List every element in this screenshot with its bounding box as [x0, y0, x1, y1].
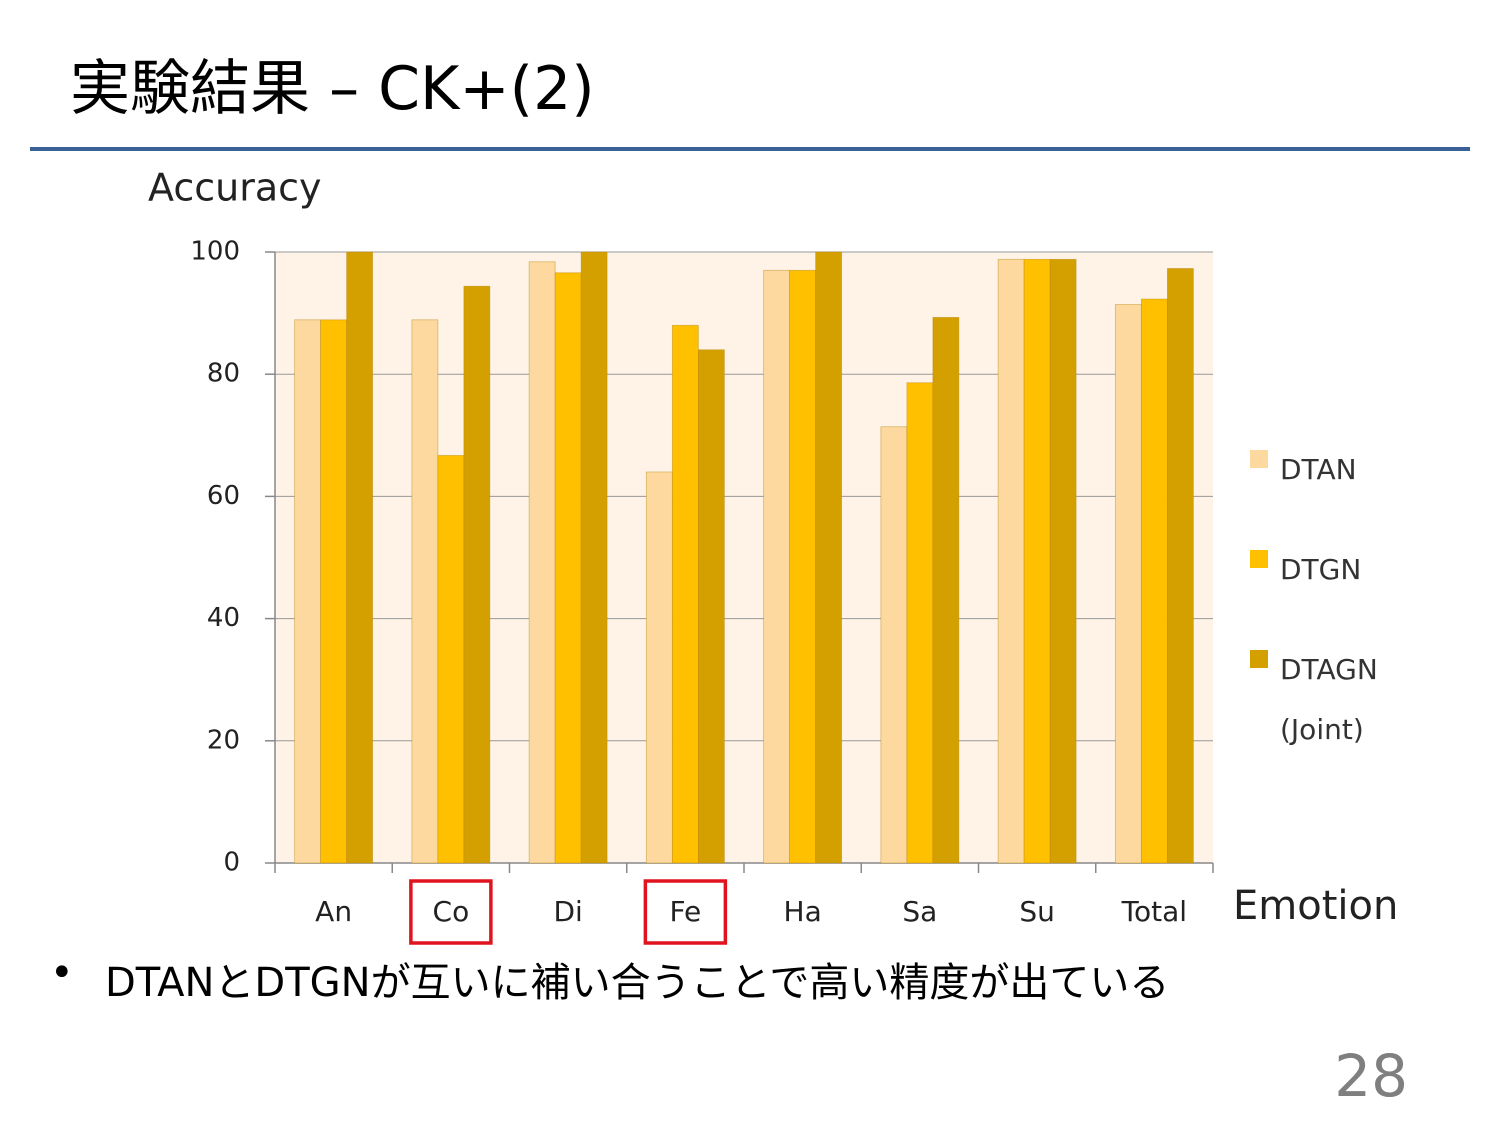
bar: [645, 471, 673, 864]
bar: [580, 251, 608, 864]
bar: [411, 319, 439, 864]
bar: [1166, 268, 1194, 864]
bar: [763, 269, 791, 864]
bar: [1049, 258, 1077, 864]
bar: [906, 382, 934, 864]
highlight-box: [409, 879, 493, 945]
bar: [932, 316, 960, 864]
x-tick-label: Sa: [902, 895, 937, 928]
bullet-marker: •: [50, 950, 74, 996]
legend-label: DTAN: [1280, 453, 1357, 486]
x-tick-label: Di: [553, 895, 582, 928]
bullet-text: DTANとDTGNが互いに補い合うことで高い精度が出ている: [105, 960, 1170, 1006]
bar: [1023, 258, 1051, 864]
y-axis-label: Accuracy: [148, 166, 322, 210]
bar: [997, 258, 1025, 864]
bar: [880, 426, 908, 864]
bar: [1114, 304, 1142, 864]
legend-swatch: [1250, 550, 1268, 568]
x-tick-label: Total: [1121, 895, 1187, 928]
slide-title: 実験結果 – CK+(2): [70, 54, 595, 124]
bar: [789, 269, 817, 864]
x-axis-label: Emotion: [1233, 883, 1398, 929]
legend-label: DTGN: [1280, 553, 1362, 586]
x-tick-label: Fe: [669, 895, 701, 928]
title-rule: [30, 147, 1470, 151]
bar: [437, 455, 465, 864]
bar: [697, 349, 725, 864]
y-tick-label: 20: [207, 725, 240, 755]
bar: [294, 319, 322, 864]
x-tick-label: Su: [1019, 895, 1055, 928]
bar: [815, 251, 843, 864]
bar: [528, 261, 556, 864]
bar: [1140, 298, 1168, 864]
legend-swatch: [1250, 650, 1268, 668]
x-tick-label: Ha: [784, 895, 822, 928]
bar: [346, 251, 374, 864]
highlight-box: [643, 879, 728, 945]
y-tick-label: 100: [190, 237, 240, 267]
bar: [554, 272, 582, 864]
y-tick-label: 40: [207, 603, 240, 633]
bar: [671, 324, 699, 864]
y-tick-label: 0: [223, 848, 240, 878]
page-number: 28: [1334, 1042, 1408, 1110]
legend-swatch: [1250, 450, 1268, 468]
y-tick-label: 60: [207, 481, 240, 511]
y-tick-label: 80: [207, 359, 240, 389]
x-tick-label: Co: [433, 895, 470, 928]
bar: [463, 285, 491, 864]
bar: [320, 319, 348, 864]
legend-label: DTAGN (Joint): [1280, 653, 1378, 746]
x-tick-label: An: [315, 895, 352, 928]
